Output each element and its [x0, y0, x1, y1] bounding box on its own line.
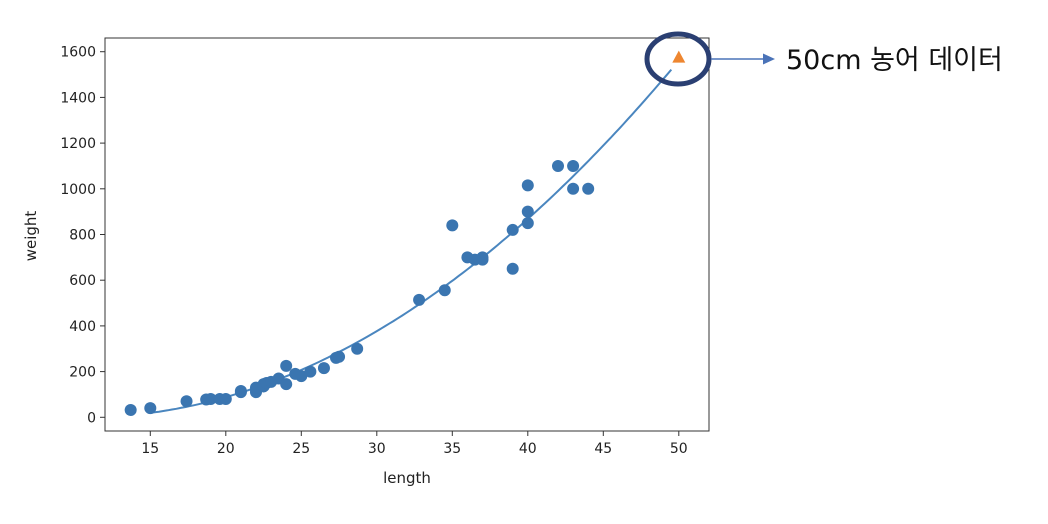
y-tick-label: 1400: [60, 90, 96, 106]
y-tick-label: 200: [69, 365, 96, 381]
data-point: [446, 219, 459, 232]
data-point: [219, 393, 232, 406]
regression-curve: [150, 68, 673, 414]
x-tick-label: 25: [292, 441, 310, 457]
annotation-label: 50cm 농어 데이터: [786, 45, 1003, 76]
data-point: [521, 205, 534, 218]
highlight-point: [672, 50, 686, 63]
plot-frame: [104, 37, 710, 432]
y-axis-ticks: 0 200 400 600 800 1000 1200 1400 1600: [60, 45, 105, 426]
x-tick-label: 15: [141, 441, 159, 457]
y-tick-label: 600: [69, 273, 96, 289]
data-point: [582, 182, 595, 195]
x-axis-ticks: 15 20 25 30 35 40 45 50: [141, 431, 688, 457]
data-point: [234, 385, 247, 398]
data-point: [521, 217, 534, 230]
y-tick-label: 1200: [60, 136, 96, 152]
data-point: [476, 251, 489, 264]
data-point: [552, 159, 564, 172]
data-point: [521, 179, 534, 192]
y-tick-label: 1600: [60, 45, 96, 61]
data-point: [506, 223, 519, 236]
x-tick-label: 45: [594, 441, 612, 457]
x-tick-label: 20: [217, 441, 235, 457]
y-tick-label: 0: [87, 410, 96, 426]
data-point: [280, 378, 293, 391]
y-tick-label: 1000: [60, 182, 96, 198]
data-point: [351, 342, 364, 355]
data-point: [333, 350, 346, 363]
data-point: [438, 284, 451, 297]
data-point: [567, 159, 580, 172]
data-point: [204, 393, 217, 406]
data-point: [506, 262, 519, 275]
data-point: [317, 362, 330, 375]
y-axis-label: weight: [22, 211, 40, 262]
x-tick-label: 30: [368, 441, 386, 457]
data-point: [413, 293, 426, 306]
data-points: [124, 50, 686, 416]
data-point: [280, 359, 293, 372]
data-point: [144, 402, 157, 415]
x-tick-label: 40: [519, 441, 537, 457]
data-point: [124, 403, 137, 416]
x-tick-label: 35: [443, 441, 461, 457]
highlight-circle: [644, 31, 712, 87]
x-axis-label: length: [383, 469, 431, 487]
y-tick-label: 400: [69, 319, 96, 335]
data-point: [180, 395, 193, 408]
data-point: [295, 370, 308, 383]
data-point: [304, 365, 317, 378]
data-point: [567, 182, 580, 195]
annotation-arrow-head: [763, 53, 775, 65]
x-tick-label: 50: [670, 441, 688, 457]
y-tick-label: 800: [69, 228, 96, 244]
